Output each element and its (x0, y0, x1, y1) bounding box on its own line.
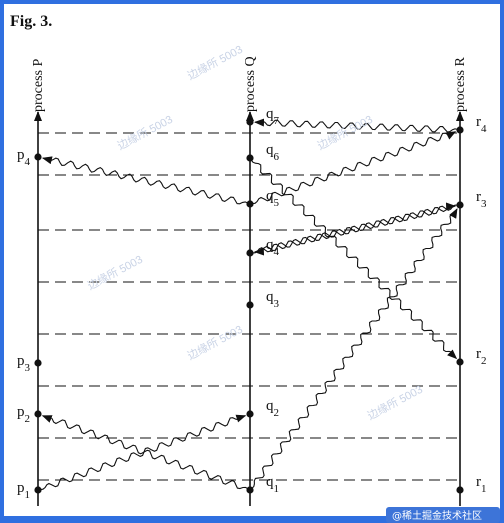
watermark-text: 边缘所 5003 (185, 43, 245, 83)
watermark-text: 边缘所 5003 (185, 323, 245, 363)
site-badge: @稀土掘金技术社区 (386, 507, 500, 523)
event-label: r2 (476, 346, 487, 367)
message-arrow (41, 415, 251, 491)
event-dot (34, 486, 42, 494)
event-dot (34, 153, 42, 161)
event-label: r3 (476, 189, 487, 210)
event-dot (246, 486, 254, 494)
event-label: p1 (17, 480, 30, 501)
figure-caption: Fig. 3. (10, 13, 52, 30)
event-label: r1 (476, 474, 487, 495)
event-dot (456, 358, 464, 366)
message-arrow (249, 208, 458, 491)
event-dot (246, 154, 254, 162)
event-label: r4 (476, 114, 487, 135)
event-dot (34, 410, 42, 418)
event-dot (34, 359, 42, 367)
event-label: q2 (266, 398, 279, 419)
message-arrow (249, 131, 457, 205)
event-dot (246, 301, 254, 309)
event-dot (246, 410, 254, 418)
message-arrow (253, 204, 461, 256)
figure-paper (4, 4, 500, 516)
event-label: p4 (17, 147, 31, 168)
process-label: process P (31, 59, 46, 112)
event-label: p2 (17, 404, 30, 425)
event-dot (246, 118, 254, 126)
process-label: process R (453, 57, 468, 112)
process-timelines (34, 111, 464, 506)
message-arrow (254, 118, 461, 133)
event-dot (246, 200, 254, 208)
process-label: process Q (243, 56, 258, 112)
event-label: q4 (266, 237, 280, 258)
watermark-text: 边缘所 5003 (365, 383, 425, 423)
event-dot (246, 249, 254, 257)
event-dot (456, 126, 464, 134)
watermark-text: 边缘所 5003 (85, 253, 145, 293)
message-arrow (37, 414, 247, 491)
event-label: p3 (17, 353, 31, 374)
event-dot (456, 201, 464, 209)
event-dot (456, 486, 464, 494)
message-arrow (249, 202, 457, 254)
event-label: q7 (266, 106, 280, 127)
event-label: q3 (266, 289, 280, 310)
event-points (34, 118, 464, 494)
message-arrows (37, 118, 461, 491)
event-label: q6 (266, 142, 280, 163)
event-label: q5 (266, 188, 280, 209)
message-arrow (41, 156, 251, 205)
site-badge-text: @稀土掘金技术社区 (392, 509, 482, 522)
message-arrow (249, 157, 458, 360)
event-label: q1 (266, 474, 279, 495)
